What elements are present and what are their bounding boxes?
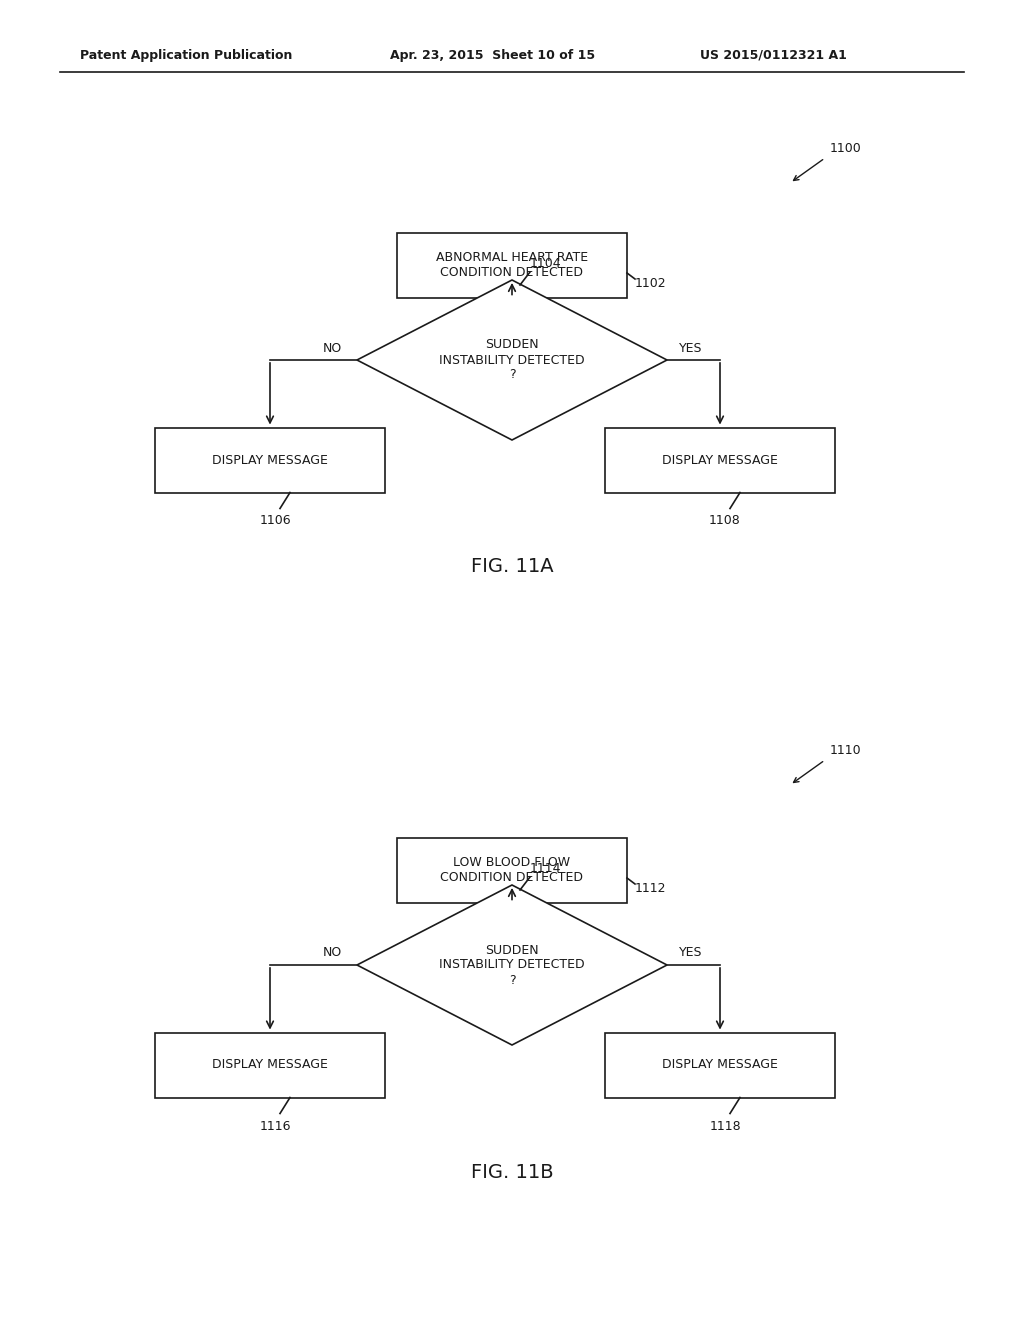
Text: DISPLAY MESSAGE: DISPLAY MESSAGE bbox=[212, 454, 328, 466]
Text: US 2015/0112321 A1: US 2015/0112321 A1 bbox=[700, 49, 847, 62]
Bar bbox=[605, 428, 835, 492]
Text: 1118: 1118 bbox=[710, 1119, 740, 1133]
Bar bbox=[397, 232, 627, 297]
Text: LOW BLOOD FLOW
CONDITION DETECTED: LOW BLOOD FLOW CONDITION DETECTED bbox=[440, 855, 584, 884]
Text: YES: YES bbox=[679, 946, 702, 960]
Text: DISPLAY MESSAGE: DISPLAY MESSAGE bbox=[663, 454, 778, 466]
Text: DISPLAY MESSAGE: DISPLAY MESSAGE bbox=[663, 1059, 778, 1072]
Bar bbox=[155, 428, 385, 492]
Text: ABNORMAL HEART RATE
CONDITION DETECTED: ABNORMAL HEART RATE CONDITION DETECTED bbox=[436, 251, 588, 279]
Text: Patent Application Publication: Patent Application Publication bbox=[80, 49, 293, 62]
Text: 1106: 1106 bbox=[259, 515, 291, 528]
Text: 1114: 1114 bbox=[530, 862, 561, 875]
Text: DISPLAY MESSAGE: DISPLAY MESSAGE bbox=[212, 1059, 328, 1072]
Text: 1112: 1112 bbox=[635, 882, 667, 895]
Text: SUDDEN
INSTABILITY DETECTED
?: SUDDEN INSTABILITY DETECTED ? bbox=[439, 944, 585, 986]
Text: 1104: 1104 bbox=[530, 257, 561, 271]
Text: NO: NO bbox=[323, 946, 342, 960]
Polygon shape bbox=[357, 884, 667, 1045]
Bar bbox=[155, 1032, 385, 1097]
Text: 1116: 1116 bbox=[259, 1119, 291, 1133]
Text: 1110: 1110 bbox=[830, 744, 861, 756]
Text: FIG. 11B: FIG. 11B bbox=[471, 1163, 553, 1181]
Text: Apr. 23, 2015  Sheet 10 of 15: Apr. 23, 2015 Sheet 10 of 15 bbox=[390, 49, 595, 62]
Text: 1100: 1100 bbox=[830, 143, 862, 154]
Text: SUDDEN
INSTABILITY DETECTED
?: SUDDEN INSTABILITY DETECTED ? bbox=[439, 338, 585, 381]
Text: YES: YES bbox=[679, 342, 702, 355]
Text: NO: NO bbox=[323, 342, 342, 355]
Text: 1108: 1108 bbox=[710, 515, 741, 528]
Text: 1102: 1102 bbox=[635, 277, 667, 290]
Polygon shape bbox=[357, 280, 667, 440]
Bar bbox=[605, 1032, 835, 1097]
Text: FIG. 11A: FIG. 11A bbox=[471, 557, 553, 577]
Bar bbox=[397, 837, 627, 903]
